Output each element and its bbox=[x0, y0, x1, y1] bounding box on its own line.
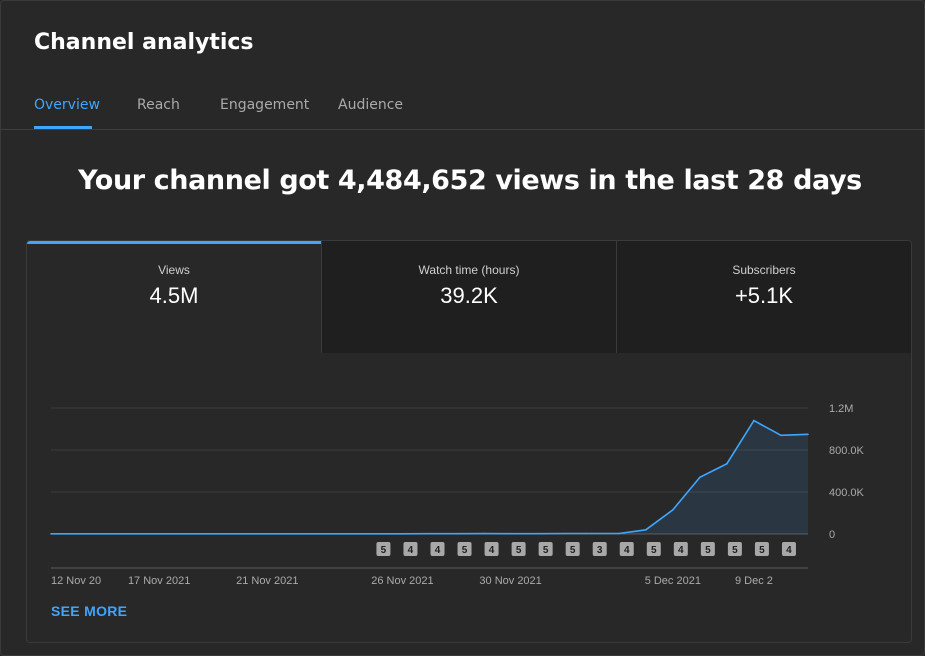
video-marker-label: 5 bbox=[651, 545, 657, 556]
tab-engagement[interactable]: Engagement bbox=[220, 97, 310, 113]
data-point bbox=[401, 533, 404, 535]
video-marker bbox=[376, 542, 391, 556]
tab-bar: Overview Reach Engagement Audience bbox=[0, 84, 925, 130]
x-tick-label: 5 Dec 2021 bbox=[645, 575, 701, 587]
metric-divider bbox=[616, 241, 617, 353]
y-tick-label: 800.0K bbox=[829, 445, 865, 457]
metric-subscribers-value: +5.1K bbox=[734, 283, 794, 308]
video-marker bbox=[430, 542, 445, 556]
tab-reach[interactable]: Reach bbox=[137, 97, 180, 113]
data-point bbox=[293, 533, 296, 535]
y-tick-label: 0 bbox=[829, 529, 835, 541]
video-marker-label: 4 bbox=[786, 545, 792, 556]
data-point bbox=[212, 533, 214, 535]
video-marker bbox=[619, 542, 634, 556]
data-point bbox=[104, 533, 106, 535]
see-more-link[interactable]: SEE MORE bbox=[51, 603, 128, 619]
video-marker-label: 5 bbox=[462, 545, 468, 556]
active-tab-indicator bbox=[34, 126, 92, 129]
data-point bbox=[455, 532, 458, 535]
video-marker-label: 4 bbox=[624, 545, 630, 556]
data-point bbox=[699, 476, 701, 479]
x-tick-label: 9 Dec 2 bbox=[735, 575, 773, 587]
x-tick-label: 30 Nov 2021 bbox=[479, 575, 541, 587]
video-marker bbox=[754, 542, 769, 556]
video-marker-label: 5 bbox=[732, 545, 738, 556]
y-tick-label: 400.0K bbox=[829, 487, 865, 499]
data-point bbox=[185, 533, 187, 535]
video-marker bbox=[727, 542, 742, 556]
metric-views-label: Views bbox=[158, 263, 190, 277]
views-area bbox=[51, 420, 808, 534]
metric-subscribers-label: Subscribers bbox=[732, 263, 796, 277]
data-point bbox=[780, 434, 782, 437]
video-marker-label: 5 bbox=[759, 545, 765, 556]
video-marker-label: 5 bbox=[570, 545, 576, 556]
data-point bbox=[428, 532, 431, 535]
data-point bbox=[645, 529, 647, 531]
metrics-card: Views 4.5M Watch time (hours) 39.2K Subs… bbox=[26, 240, 912, 643]
data-point bbox=[672, 509, 674, 511]
page-title: Channel analytics bbox=[34, 30, 254, 55]
video-marker bbox=[673, 542, 688, 556]
video-marker-label: 4 bbox=[678, 545, 684, 556]
metric-subscribers[interactable]: Subscribers +5.1K bbox=[617, 241, 911, 353]
data-point bbox=[374, 533, 377, 535]
video-marker bbox=[538, 542, 553, 556]
video-marker-label: 5 bbox=[516, 545, 522, 556]
x-tick-label: 17 Nov 2021 bbox=[128, 575, 190, 587]
metric-watch-time-label: Watch time (hours) bbox=[418, 263, 520, 277]
video-marker bbox=[646, 542, 661, 556]
data-point bbox=[509, 532, 512, 535]
video-marker-label: 4 bbox=[408, 545, 414, 556]
data-point bbox=[536, 532, 539, 535]
data-point bbox=[320, 533, 323, 535]
video-marker-label: 5 bbox=[543, 545, 549, 556]
data-point bbox=[131, 533, 133, 535]
video-marker bbox=[700, 542, 715, 556]
data-point bbox=[50, 533, 52, 535]
x-tick-label: 12 Nov 20 bbox=[51, 575, 101, 587]
video-marker bbox=[592, 542, 607, 556]
video-marker bbox=[511, 542, 526, 556]
x-tick-label: 26 Nov 2021 bbox=[371, 575, 433, 587]
metric-watch-time[interactable]: Watch time (hours) 39.2K bbox=[322, 241, 616, 353]
video-marker bbox=[781, 542, 796, 556]
video-marker bbox=[403, 542, 418, 556]
data-point bbox=[563, 532, 566, 535]
metric-divider bbox=[321, 241, 322, 353]
video-marker-label: 4 bbox=[489, 545, 495, 556]
y-tick-label: 1.2M bbox=[829, 403, 853, 415]
x-tick-label: 21 Nov 2021 bbox=[236, 575, 298, 587]
data-point bbox=[753, 419, 755, 422]
video-marker bbox=[484, 542, 499, 556]
data-point bbox=[482, 532, 485, 535]
metric-views[interactable]: Views 4.5M bbox=[27, 241, 321, 353]
views-chart: 0 400.0K 800.0K 1.2M 5 4 4 5 4 5 5 5 3 4 5 4 5 5 5 4 12 Nov … bbox=[50, 403, 865, 587]
data-point bbox=[158, 533, 160, 535]
video-marker-label: 4 bbox=[435, 545, 441, 556]
video-marker bbox=[457, 542, 472, 556]
tab-overview[interactable]: Overview bbox=[34, 97, 100, 113]
tab-audience[interactable]: Audience bbox=[338, 97, 404, 113]
views-headline: Your channel got 4,484,652 views in the … bbox=[78, 165, 862, 196]
data-point bbox=[726, 462, 728, 465]
video-marker-label: 3 bbox=[597, 545, 603, 556]
data-point bbox=[590, 532, 593, 535]
data-point bbox=[239, 533, 242, 535]
data-point bbox=[77, 533, 79, 535]
data-point bbox=[807, 433, 809, 436]
video-marker-label: 5 bbox=[705, 545, 711, 556]
data-point bbox=[347, 533, 350, 535]
video-marker bbox=[565, 542, 580, 556]
metric-watch-time-value: 39.2K bbox=[440, 283, 498, 308]
data-point bbox=[266, 533, 269, 535]
metric-views-value: 4.5M bbox=[149, 283, 199, 308]
video-marker-label: 5 bbox=[381, 545, 387, 556]
data-point bbox=[618, 532, 620, 535]
